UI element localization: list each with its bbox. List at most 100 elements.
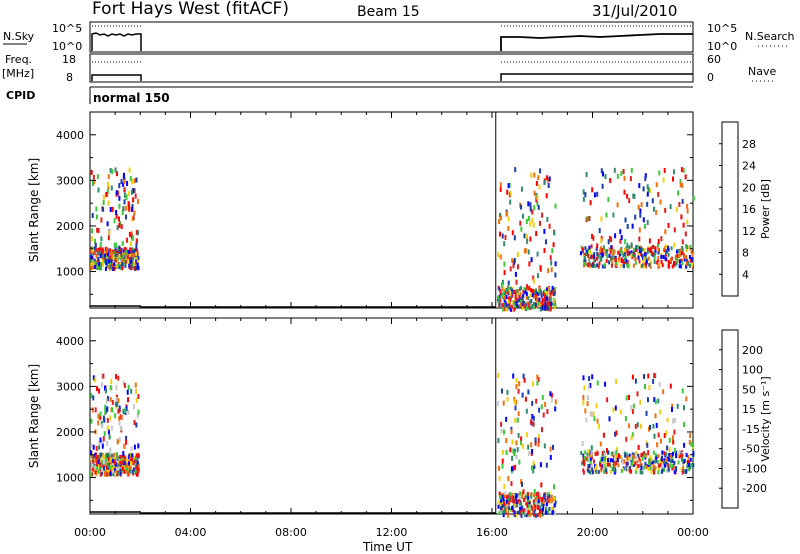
scatter-cell	[691, 257, 694, 262]
scatter-cell	[666, 445, 669, 451]
scatter-cell	[604, 468, 607, 473]
scatter-cell	[553, 496, 556, 501]
y-tick-label: 4000	[56, 129, 84, 142]
scatter-cell	[118, 222, 121, 228]
scatter-cell	[125, 214, 127, 220]
scatter-cell	[499, 495, 502, 500]
scatter-cell	[541, 297, 544, 302]
scatter-cell	[508, 305, 511, 310]
scatter-cell	[644, 461, 647, 466]
scatter-cell	[546, 216, 549, 222]
scatter-cell	[90, 266, 93, 271]
scatter-cell	[131, 216, 134, 222]
scatter-cell	[107, 235, 110, 241]
scatter-cell	[545, 462, 548, 468]
scatter-cell	[105, 408, 108, 414]
scatter-cell	[631, 409, 634, 415]
scatter-cell	[507, 299, 510, 304]
scatter-cell	[135, 465, 138, 470]
scatter-cell	[643, 453, 646, 458]
scatter-cell	[532, 222, 535, 228]
scatter-cell	[675, 206, 678, 212]
nave-tick-low: 0	[707, 71, 714, 84]
scatter-cell	[631, 432, 634, 438]
scatter-cell	[115, 213, 118, 219]
scatter-cell	[523, 304, 526, 309]
scatter-cell	[132, 253, 135, 258]
scatter-cell	[130, 446, 133, 452]
scatter-cell	[105, 465, 108, 470]
scatter-cell	[134, 456, 137, 461]
scatter-cell	[507, 501, 510, 506]
scatter-cell	[137, 443, 140, 449]
scatter-cell	[667, 222, 670, 228]
scatter-cell	[538, 297, 541, 302]
scatter-cell	[91, 463, 94, 468]
scatter-cell	[95, 466, 98, 471]
scatter-cell	[540, 498, 543, 503]
scatter-cell	[109, 471, 112, 476]
scatter-cell	[685, 245, 688, 250]
scatter-cell	[543, 180, 546, 185]
scatter-cell	[506, 396, 509, 402]
scatter-cell	[624, 217, 627, 223]
scatter-cell	[654, 373, 657, 379]
scatter-cell	[584, 450, 587, 455]
scatter-cell	[125, 247, 128, 252]
scatter-cell	[506, 502, 509, 507]
scatter-cell	[608, 236, 611, 241]
scatter-cell	[657, 247, 660, 252]
scatter-cell	[127, 384, 130, 390]
scatter-cell	[135, 472, 138, 477]
scatter-cell	[609, 458, 612, 463]
scatter-cell	[519, 496, 522, 501]
scatter-cell	[516, 499, 518, 504]
scatter-cell	[546, 301, 549, 306]
scatter-cell	[685, 396, 688, 402]
scatter-cell	[659, 438, 662, 444]
freq-strip: Freq. [MHz] 18 8 Nave 60 0	[2, 53, 776, 84]
scatter-cell	[676, 403, 679, 409]
scatter-cell	[631, 461, 634, 466]
scatter-cell	[648, 247, 651, 252]
scatter-cell	[600, 468, 603, 473]
scatter-cell	[90, 169, 93, 175]
scatter-cell	[543, 501, 546, 506]
scatter-cell	[497, 504, 500, 509]
scatter-cell	[516, 447, 519, 453]
scatter-cell	[123, 199, 126, 205]
scatter-cell	[104, 246, 107, 251]
scatter-cell	[590, 463, 593, 468]
scatter-cell	[498, 219, 501, 224]
scatter-cell	[657, 258, 660, 263]
scatter-cell	[585, 417, 588, 423]
scatter-cell	[668, 447, 671, 453]
scatter-cell	[94, 467, 97, 472]
scatter-cell	[522, 300, 525, 305]
scatter-cell	[128, 167, 131, 173]
scatter-cell	[101, 382, 103, 388]
scatter-cell	[691, 262, 694, 267]
scatter-cell	[115, 385, 118, 390]
scatter-cell	[135, 229, 138, 235]
scatter-cell	[127, 191, 130, 197]
scatter-cell	[136, 238, 138, 244]
scatter-cell	[98, 454, 101, 459]
scatter-cell	[669, 454, 672, 459]
scatter-cell	[615, 263, 618, 267]
scatter-cell	[124, 205, 127, 211]
scatter-cell	[611, 458, 614, 463]
scatter-cell	[511, 288, 513, 293]
scatter-cell	[521, 505, 523, 510]
scatter-cell	[549, 305, 552, 310]
scatter-cell	[532, 468, 535, 474]
scatter-cell	[111, 169, 114, 174]
scatter-cell	[554, 406, 557, 412]
scatter-cell	[116, 401, 119, 407]
scatter-cell	[533, 190, 536, 196]
scatter-cell	[546, 495, 549, 500]
scatter-cell	[642, 262, 645, 267]
scatter-cell	[665, 430, 668, 436]
scatter-cell	[126, 205, 129, 211]
